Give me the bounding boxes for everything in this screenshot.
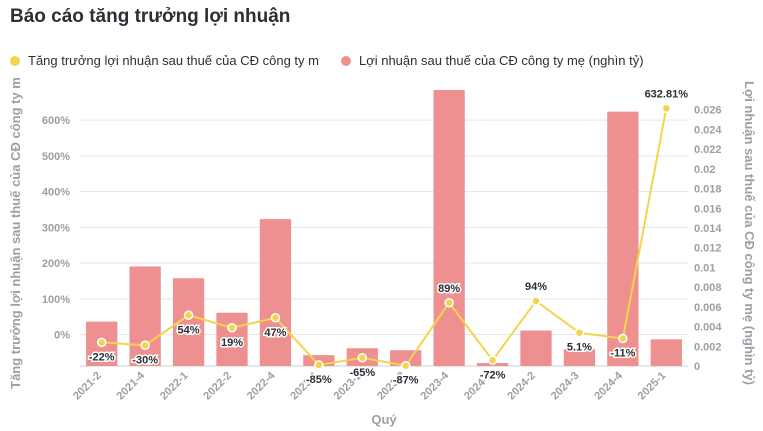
growth-data-label: 632.81% (645, 88, 689, 100)
growth-point (487, 355, 498, 366)
growth-point (400, 360, 411, 371)
x-tick-label: 2022-1 (158, 370, 191, 403)
growth-data-label: -11% (610, 347, 635, 359)
growth-point (270, 313, 281, 323)
growth-point (444, 298, 454, 308)
growth-point (314, 360, 324, 370)
right-tick-label: 0.008 (694, 282, 722, 294)
left-axis-title: Tăng trưởng lợi nhuận sau thuế của CĐ cô… (8, 77, 23, 389)
right-tick-label: 0.004 (694, 322, 722, 334)
growth-point (618, 333, 628, 344)
growth-point (183, 310, 194, 321)
profit-bar (563, 349, 596, 366)
x-tick-label: 2024-3 (549, 370, 582, 403)
right-axis-title: Lợi nhuận sau thuế của CĐ công ty mẹ (ng… (742, 81, 757, 385)
right-tick-label: 0.022 (694, 144, 722, 156)
legend-item-growth[interactable]: Tăng trưởng lợi nhuận sau thuế của CĐ cô… (10, 53, 319, 68)
growth-data-label: 5.1% (567, 342, 592, 354)
legend: Tăng trưởng lợi nhuận sau thuế của CĐ cô… (10, 53, 666, 68)
profit-bar (129, 266, 161, 366)
right-tick-label: 0.014 (694, 223, 722, 235)
x-tick-label: 2024-2 (505, 370, 538, 403)
left-tick-label: 100% (42, 294, 70, 306)
x-tick-label: 2023-4 (419, 369, 452, 402)
right-tick-label: 0.02 (694, 164, 715, 176)
growth-point (574, 327, 585, 338)
growth-point (661, 103, 672, 114)
x-tick-label: 2021-2 (71, 370, 104, 403)
x-tick-label: 2021-4 (115, 369, 148, 402)
right-tick-label: 0.024 (694, 124, 722, 136)
legend-profit-swatch (340, 55, 351, 66)
growth-data-label: -72% (480, 369, 506, 381)
right-tick-label: 0.018 (694, 184, 722, 196)
legend-growth-swatch (10, 55, 20, 66)
left-tick-label: 0% (54, 330, 70, 342)
growth-data-label: 19% (221, 337, 243, 349)
right-tick-label: 0.012 (694, 243, 722, 255)
growth-data-label: -22% (89, 351, 115, 363)
x-tick-label: 2024-4 (592, 369, 625, 402)
growth-data-label: -30% (132, 354, 158, 366)
x-axis-title: Quý (371, 412, 397, 427)
right-tick-label: 0.01 (694, 262, 715, 274)
growth-point (96, 337, 107, 348)
right-tick-label: 0.016 (694, 203, 722, 215)
profit-bar (433, 89, 465, 367)
profit-bar (259, 219, 292, 366)
right-tick-label: 0 (694, 361, 700, 373)
growth-data-label: 89% (438, 283, 460, 295)
growth-data-label: -85% (306, 374, 332, 386)
right-tick-label: 0.002 (694, 341, 722, 353)
x-tick-label: 2022-4 (245, 369, 278, 402)
growth-data-label: -87% (393, 375, 419, 387)
left-tick-label: 200% (42, 258, 70, 270)
legend-item-profit[interactable]: Lợi nhuận sau thuế của CĐ công ty mẹ (ng… (340, 53, 644, 68)
legend-growth-label: Tăng trưởng lợi nhuận sau thuế của CĐ cô… (28, 53, 319, 68)
growth-point (227, 323, 237, 333)
left-tick-label: 600% (42, 115, 70, 127)
growth-data-label: 94% (525, 281, 547, 293)
profit-bar (520, 330, 552, 366)
growth-point (531, 296, 541, 306)
left-tick-label: 300% (42, 222, 70, 234)
legend-profit-label: Lợi nhuận sau thuế của CĐ công ty mẹ (ng… (358, 53, 644, 68)
profit-bar (216, 312, 248, 366)
chart-title: Báo cáo tăng trưởng lợi nhuận (10, 6, 291, 27)
left-tick-label: 400% (42, 187, 70, 199)
right-tick-label: 0.006 (694, 302, 722, 314)
profit-bar (607, 111, 639, 366)
profit-bar (650, 339, 682, 366)
left-tick-label: 500% (42, 151, 70, 163)
growth-data-label: -65% (349, 367, 375, 379)
x-tick-label: 2022-2 (201, 370, 234, 403)
growth-data-label: 54% (178, 324, 200, 336)
growth-point (357, 353, 368, 363)
right-tick-label: 0.026 (694, 105, 722, 117)
x-tick-label: 2025-1 (636, 370, 669, 403)
growth-point (140, 340, 150, 351)
growth-line (101, 108, 668, 367)
growth-data-label: 47% (264, 327, 286, 339)
